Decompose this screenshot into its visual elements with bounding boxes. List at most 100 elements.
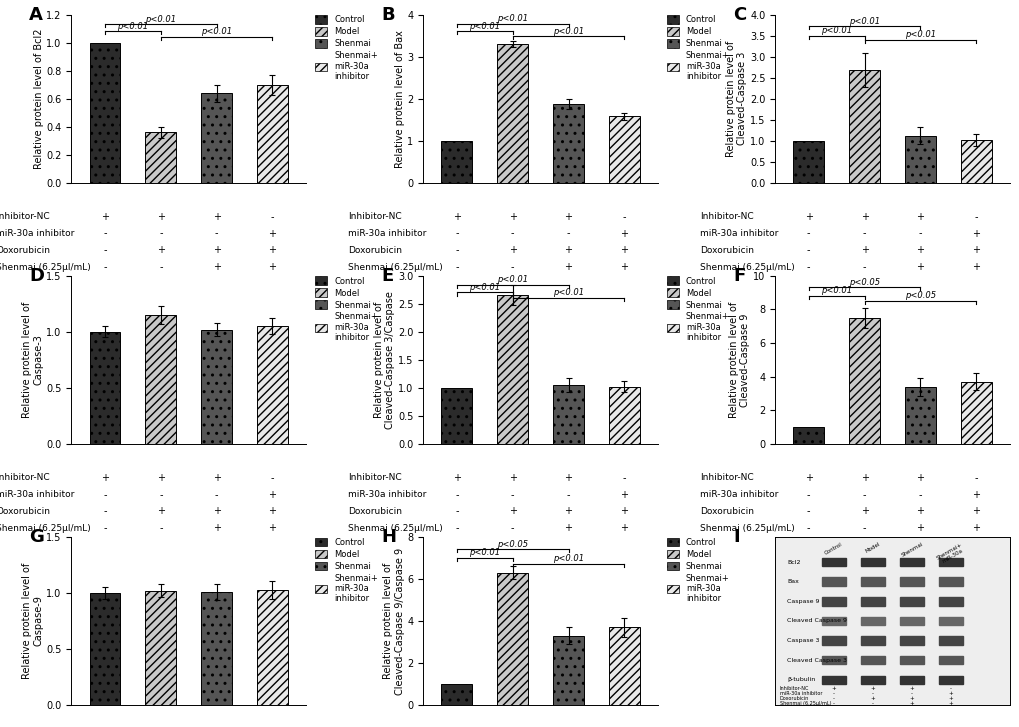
Text: +: + (948, 691, 953, 696)
Text: A: A (30, 6, 43, 24)
Text: Shenmai (6.25μl/mL): Shenmai (6.25μl/mL) (780, 701, 830, 706)
Text: +: + (860, 473, 868, 483)
Text: p<0.01: p<0.01 (552, 27, 584, 36)
Text: +: + (564, 523, 572, 534)
Bar (821, 558, 845, 566)
Bar (441, 388, 472, 444)
Text: p<0.01: p<0.01 (904, 30, 935, 39)
Text: -: - (511, 262, 514, 272)
Text: miR-30a inhibitor: miR-30a inhibitor (347, 490, 426, 499)
Text: +: + (971, 262, 979, 272)
Text: -: - (103, 246, 107, 255)
Text: +: + (508, 507, 517, 516)
Text: +: + (212, 212, 220, 222)
Text: +: + (971, 507, 979, 516)
Text: p<0.01: p<0.01 (117, 22, 148, 31)
Text: miR-30a inhibitor: miR-30a inhibitor (699, 229, 777, 238)
Text: +: + (268, 489, 276, 499)
Text: Shenmai (6.25μl/mL): Shenmai (6.25μl/mL) (347, 262, 442, 272)
Bar (900, 577, 923, 586)
Text: F: F (733, 268, 745, 285)
Text: +: + (564, 473, 572, 483)
Legend: Control, Model, Shenmai, Shenmai+
miR-30a
inhibitor: Control, Model, Shenmai, Shenmai+ miR-30… (666, 276, 729, 342)
Text: -: - (454, 246, 459, 255)
Text: +: + (157, 473, 165, 483)
Text: p<0.01: p<0.01 (496, 275, 528, 284)
Text: -: - (862, 489, 865, 499)
Text: -: - (622, 473, 626, 483)
Bar (90, 593, 120, 705)
Text: Shenmai (6.25μl/mL): Shenmai (6.25μl/mL) (347, 524, 442, 533)
Text: -: - (806, 507, 810, 516)
Text: +: + (268, 246, 276, 255)
Bar (552, 104, 583, 183)
Text: +: + (564, 246, 572, 255)
Text: -: - (950, 686, 951, 691)
Text: Caspase 3: Caspase 3 (787, 638, 818, 643)
Bar (860, 597, 883, 606)
Bar (821, 597, 845, 606)
Bar (201, 592, 231, 705)
Text: -: - (511, 523, 514, 534)
Text: Cleaved Caspase 9: Cleaved Caspase 9 (787, 619, 846, 624)
Bar (257, 326, 287, 444)
Text: Doxorubicin: Doxorubicin (699, 507, 753, 516)
Text: p<0.01: p<0.01 (552, 555, 584, 563)
Bar (821, 675, 845, 684)
Bar (201, 329, 231, 444)
Text: +: + (101, 212, 109, 222)
Text: Doxorubicin: Doxorubicin (699, 246, 753, 255)
Text: -: - (910, 691, 912, 696)
Text: I: I (733, 529, 739, 546)
Text: -: - (871, 691, 873, 696)
Text: -: - (454, 262, 459, 272)
Text: Inhibitor-NC: Inhibitor-NC (0, 212, 50, 221)
Bar (497, 573, 528, 705)
Bar (960, 382, 990, 444)
Text: +: + (860, 507, 868, 516)
Text: -: - (215, 489, 218, 499)
Text: p<0.01: p<0.01 (496, 14, 528, 23)
Bar (257, 85, 287, 183)
Bar (960, 140, 990, 183)
Bar (90, 43, 120, 183)
Text: -: - (159, 523, 162, 534)
Text: Caspase 9: Caspase 9 (787, 599, 818, 604)
Text: -: - (511, 489, 514, 499)
Bar (793, 427, 823, 444)
Text: +: + (212, 246, 220, 255)
Bar (860, 577, 883, 586)
Text: +: + (620, 507, 628, 516)
Y-axis label: Relative protein level of Bax: Relative protein level of Bax (394, 30, 405, 168)
Bar (608, 116, 639, 183)
Text: Shenmai (6.25μl/mL): Shenmai (6.25μl/mL) (0, 524, 91, 533)
Text: +: + (620, 523, 628, 534)
Bar (860, 656, 883, 664)
Text: +: + (212, 523, 220, 534)
Y-axis label: Relative protein level of
Cleaved-Caspase 3/Caspase: Relative protein level of Cleaved-Caspas… (373, 291, 395, 429)
Text: Model: Model (864, 542, 880, 554)
Text: +: + (915, 246, 923, 255)
Y-axis label: Relative protein level of
Caspase-9: Relative protein level of Caspase-9 (21, 563, 44, 679)
Text: Inhibitor-NC: Inhibitor-NC (347, 473, 401, 482)
Bar (849, 70, 879, 183)
Bar (201, 93, 231, 183)
Y-axis label: Relative protein level of
Cleaved-Caspase 3: Relative protein level of Cleaved-Caspas… (725, 41, 747, 157)
Text: +: + (915, 473, 923, 483)
Bar (821, 577, 845, 586)
Bar (821, 616, 845, 625)
Bar (146, 132, 176, 183)
Text: +: + (508, 473, 517, 483)
Y-axis label: Relative protein level of
Cleaved-Caspase 9: Relative protein level of Cleaved-Caspas… (729, 302, 750, 418)
Bar (849, 318, 879, 444)
Text: +: + (860, 212, 868, 222)
Bar (146, 590, 176, 705)
Text: Control: Control (823, 542, 843, 556)
Bar (900, 675, 923, 684)
Bar (552, 385, 583, 444)
Text: Doxorubicin: Doxorubicin (0, 246, 50, 255)
Text: +: + (508, 212, 517, 222)
Text: +: + (804, 212, 812, 222)
Text: +: + (101, 473, 109, 483)
Text: -: - (918, 489, 921, 499)
